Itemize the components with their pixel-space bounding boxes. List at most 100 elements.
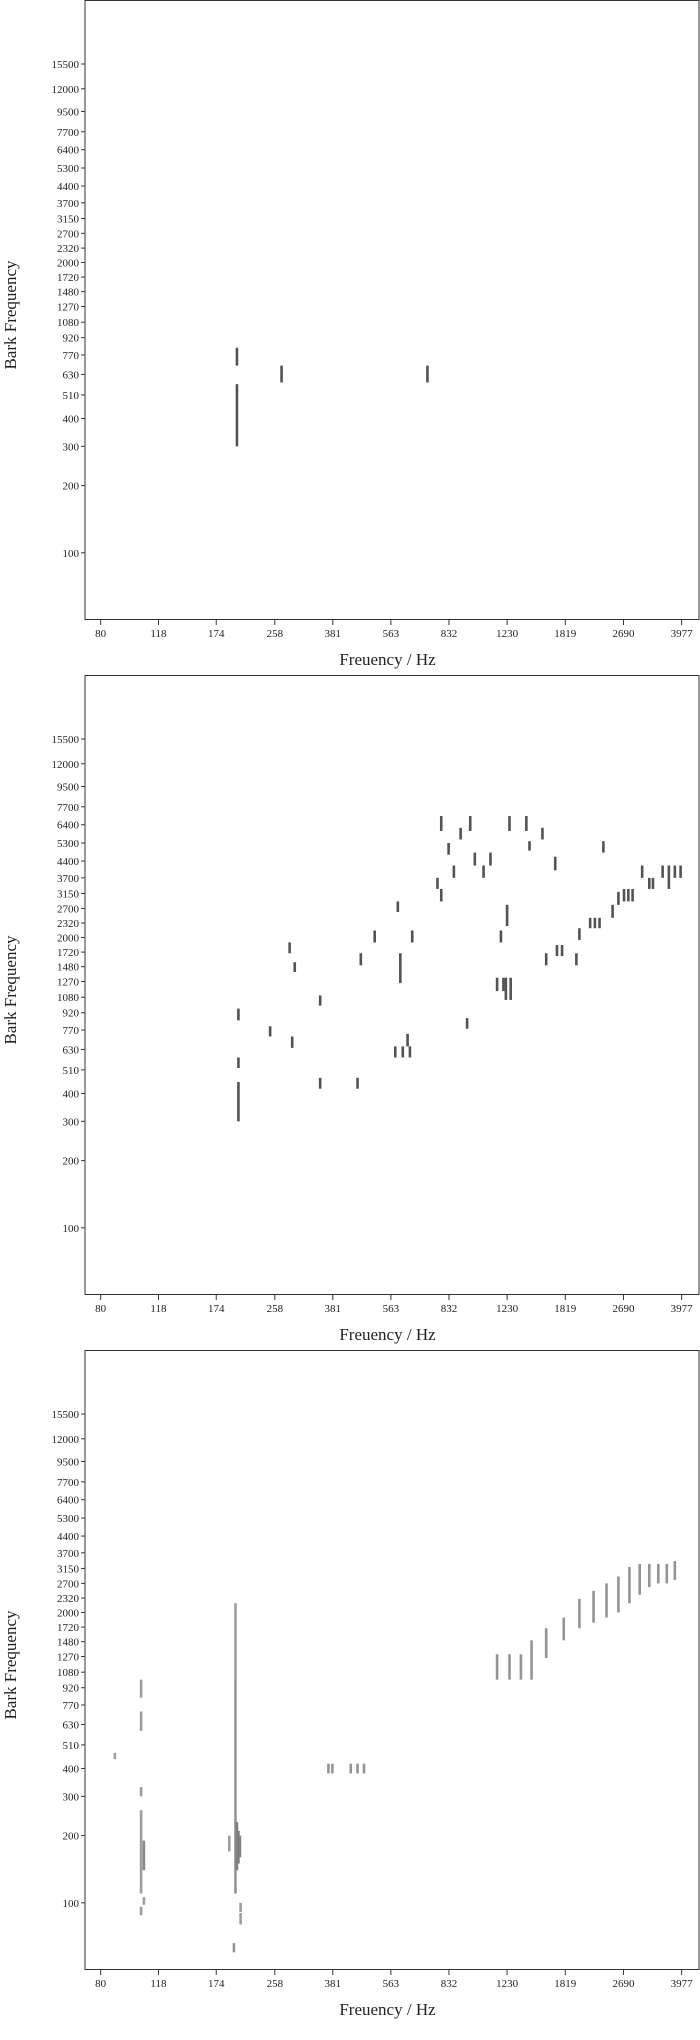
heat-cell [541, 827, 544, 840]
x-tick-label: 563 [383, 1978, 400, 1990]
heat-cell [651, 877, 655, 889]
plot-frame-1 [84, 0, 700, 620]
y-tick-label: 920 [63, 333, 80, 345]
y-tick-label: 2700 [57, 903, 80, 915]
x-tick-label: 80 [95, 628, 107, 640]
heat-cell [293, 962, 297, 973]
heat-cell [665, 1563, 669, 1584]
heat-cell [239, 1902, 242, 1912]
heat-cell [318, 1077, 322, 1089]
heat-cell [228, 1835, 231, 1852]
y-tick-label: 630 [63, 1044, 80, 1056]
x-tick-label: 563 [383, 1303, 400, 1315]
heat-cell [495, 1654, 499, 1680]
y-tick-label: 200 [63, 1156, 80, 1168]
y-tick-label: 300 [63, 441, 80, 453]
y-tick-label: 400 [63, 1088, 80, 1100]
y-tick-label: 2000 [57, 1607, 80, 1619]
heat-cell [331, 1763, 334, 1774]
heat-cell [562, 1617, 566, 1641]
heat-cell [139, 1787, 143, 1797]
heat-cell [452, 865, 456, 878]
y-tick-label: 3150 [57, 1563, 80, 1575]
heat-cell [401, 1046, 405, 1058]
x-tick-label: 174 [208, 1303, 225, 1315]
y-tick-label: 2320 [57, 918, 80, 930]
heat-cell [408, 1046, 412, 1058]
heat-cell [495, 977, 499, 992]
x-tick-label: 258 [267, 1978, 284, 1990]
heat-cell [640, 865, 644, 878]
heat-cell [592, 1590, 595, 1623]
heat-cell [410, 930, 414, 943]
y-tick-label: 1270 [57, 976, 80, 988]
heat-cell [605, 1583, 608, 1618]
y-tick-label: 5300 [57, 163, 80, 175]
y-tick-label: 1080 [57, 1667, 80, 1679]
heat-cell [356, 1763, 359, 1774]
heat-cell [349, 1763, 353, 1774]
y-tick-label: 200 [63, 1831, 80, 1843]
y-tick-label: 400 [63, 1763, 80, 1775]
heat-cell [611, 904, 614, 918]
y-tick-label: 3150 [57, 213, 80, 225]
heat-cell [142, 1897, 146, 1905]
y-tick-label: 2700 [57, 1578, 80, 1590]
y-tick-label: 1080 [57, 992, 80, 1004]
y-tick-label: 6400 [57, 1495, 80, 1507]
y-tick-label: 1720 [57, 1622, 80, 1634]
heat-cell [373, 930, 376, 943]
heat-cell [436, 877, 439, 889]
heat-cell [318, 995, 322, 1006]
heat-cell [617, 1576, 620, 1613]
y-tick-label: 200 [63, 481, 80, 493]
y-tick-label: 12000 [52, 759, 80, 771]
heat-cell [673, 865, 677, 878]
x-axis-label: Freuency / Hz [339, 650, 436, 669]
y-tick-label: 15500 [52, 59, 80, 71]
y-tick-label: 400 [63, 413, 80, 425]
heat-cell [504, 977, 508, 1000]
heat-cell [661, 865, 664, 878]
heat-cell [617, 891, 620, 905]
heat-cell [473, 852, 477, 866]
heat-cell [237, 1830, 240, 1864]
x-tick-label: 80 [95, 1978, 107, 1990]
heat-cell [280, 365, 283, 383]
heat-cell [232, 1943, 236, 1953]
heat-cell [628, 1566, 631, 1604]
x-axis-label: Freuency / Hz [339, 1325, 436, 1344]
x-tick-label: 1230 [496, 1303, 519, 1315]
heat-cell [679, 865, 682, 878]
heat-cell [588, 917, 592, 929]
y-axis-label: Bark Frequency [1, 935, 20, 1045]
heat-cell [519, 1654, 523, 1680]
x-tick-label: 118 [150, 1303, 167, 1315]
heat-cell [627, 888, 630, 902]
y-tick-label: 510 [63, 390, 80, 402]
x-tick-label: 258 [267, 1303, 284, 1315]
y-axis-label: Bark Frequency [1, 1610, 20, 1720]
x-tick-label: 174 [208, 628, 225, 640]
heat-cell [399, 953, 402, 984]
heat-cell [575, 953, 578, 966]
x-tick-label: 3977 [671, 628, 694, 640]
heat-cell [235, 347, 239, 366]
y-tick-label: 510 [63, 1740, 80, 1752]
heat-cell [528, 841, 531, 851]
y-tick-label: 9500 [57, 781, 80, 793]
y-tick-label: 5300 [57, 838, 80, 850]
heat-cell [508, 816, 511, 831]
y-tick-label: 1270 [57, 301, 80, 313]
y-tick-label: 1720 [57, 947, 80, 959]
y-tick-label: 630 [63, 369, 80, 381]
heat-cell [622, 888, 626, 902]
heat-cell [237, 1057, 240, 1069]
heat-cell [142, 1840, 146, 1871]
y-tick-label: 15500 [52, 1409, 80, 1421]
x-tick-label: 563 [383, 628, 400, 640]
heat-cell [237, 1008, 240, 1021]
heat-cell [139, 1906, 143, 1916]
y-tick-label: 1480 [57, 962, 80, 974]
y-tick-label: 770 [63, 350, 80, 362]
